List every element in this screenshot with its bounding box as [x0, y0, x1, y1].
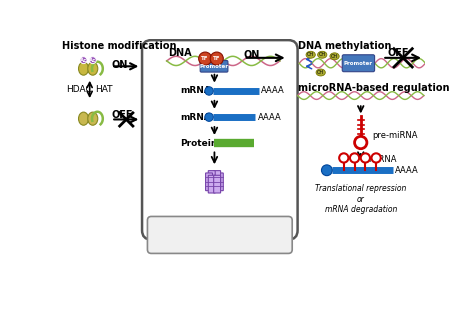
Circle shape — [361, 153, 370, 163]
Circle shape — [372, 153, 381, 163]
Text: Histone modification: Histone modification — [62, 41, 176, 51]
FancyBboxPatch shape — [208, 175, 215, 193]
Circle shape — [339, 153, 348, 163]
Text: AAAA: AAAA — [257, 113, 281, 122]
Ellipse shape — [330, 53, 339, 60]
Text: Ac: Ac — [89, 58, 96, 63]
Circle shape — [350, 153, 359, 163]
FancyBboxPatch shape — [142, 40, 298, 239]
Circle shape — [205, 113, 213, 121]
Text: Promoter: Promoter — [344, 61, 373, 66]
Text: OFF: OFF — [111, 110, 133, 120]
Circle shape — [89, 57, 96, 64]
Text: AAAA: AAAA — [395, 166, 419, 175]
Text: TF: TF — [201, 56, 209, 61]
FancyBboxPatch shape — [216, 173, 223, 191]
Text: Ac: Ac — [80, 58, 87, 63]
Text: microRNA-based regulation: microRNA-based regulation — [298, 83, 449, 93]
Circle shape — [205, 87, 213, 95]
Ellipse shape — [88, 112, 98, 125]
Text: Promoter: Promoter — [199, 64, 228, 69]
Text: mRNA: mRNA — [180, 113, 210, 122]
Text: HDAC: HDAC — [66, 85, 92, 94]
Ellipse shape — [210, 52, 223, 65]
Text: CH: CH — [319, 52, 326, 57]
Ellipse shape — [88, 62, 98, 75]
Text: CH: CH — [307, 52, 314, 57]
Circle shape — [355, 136, 367, 149]
FancyBboxPatch shape — [147, 216, 292, 254]
Text: OFF: OFF — [388, 48, 409, 58]
FancyBboxPatch shape — [208, 171, 215, 188]
Ellipse shape — [79, 62, 89, 75]
Ellipse shape — [318, 51, 327, 58]
Text: Protein: Protein — [180, 139, 217, 148]
Text: ON: ON — [111, 60, 128, 70]
FancyBboxPatch shape — [214, 175, 220, 193]
Text: CH: CH — [331, 54, 338, 59]
FancyBboxPatch shape — [214, 171, 220, 188]
Text: TF: TF — [213, 56, 220, 61]
Text: Translational repression
or
mRNA degradation: Translational repression or mRNA degrada… — [315, 184, 406, 214]
FancyBboxPatch shape — [342, 55, 374, 72]
Text: miRNA: miRNA — [368, 155, 397, 164]
Circle shape — [80, 57, 87, 64]
Text: HAT: HAT — [95, 85, 113, 94]
Text: CH: CH — [317, 70, 324, 75]
Ellipse shape — [79, 112, 89, 125]
Text: pre-miRNA: pre-miRNA — [372, 131, 418, 140]
Text: mRNA: mRNA — [180, 87, 210, 95]
Circle shape — [321, 165, 332, 176]
FancyBboxPatch shape — [206, 173, 212, 191]
Ellipse shape — [316, 69, 325, 76]
Text: DNA methylation: DNA methylation — [298, 41, 391, 51]
Ellipse shape — [199, 52, 212, 65]
Ellipse shape — [306, 51, 315, 58]
Text: AAAA: AAAA — [261, 87, 285, 95]
FancyBboxPatch shape — [200, 61, 228, 72]
Text: DNA: DNA — [168, 48, 192, 58]
Text: ON: ON — [244, 50, 260, 60]
